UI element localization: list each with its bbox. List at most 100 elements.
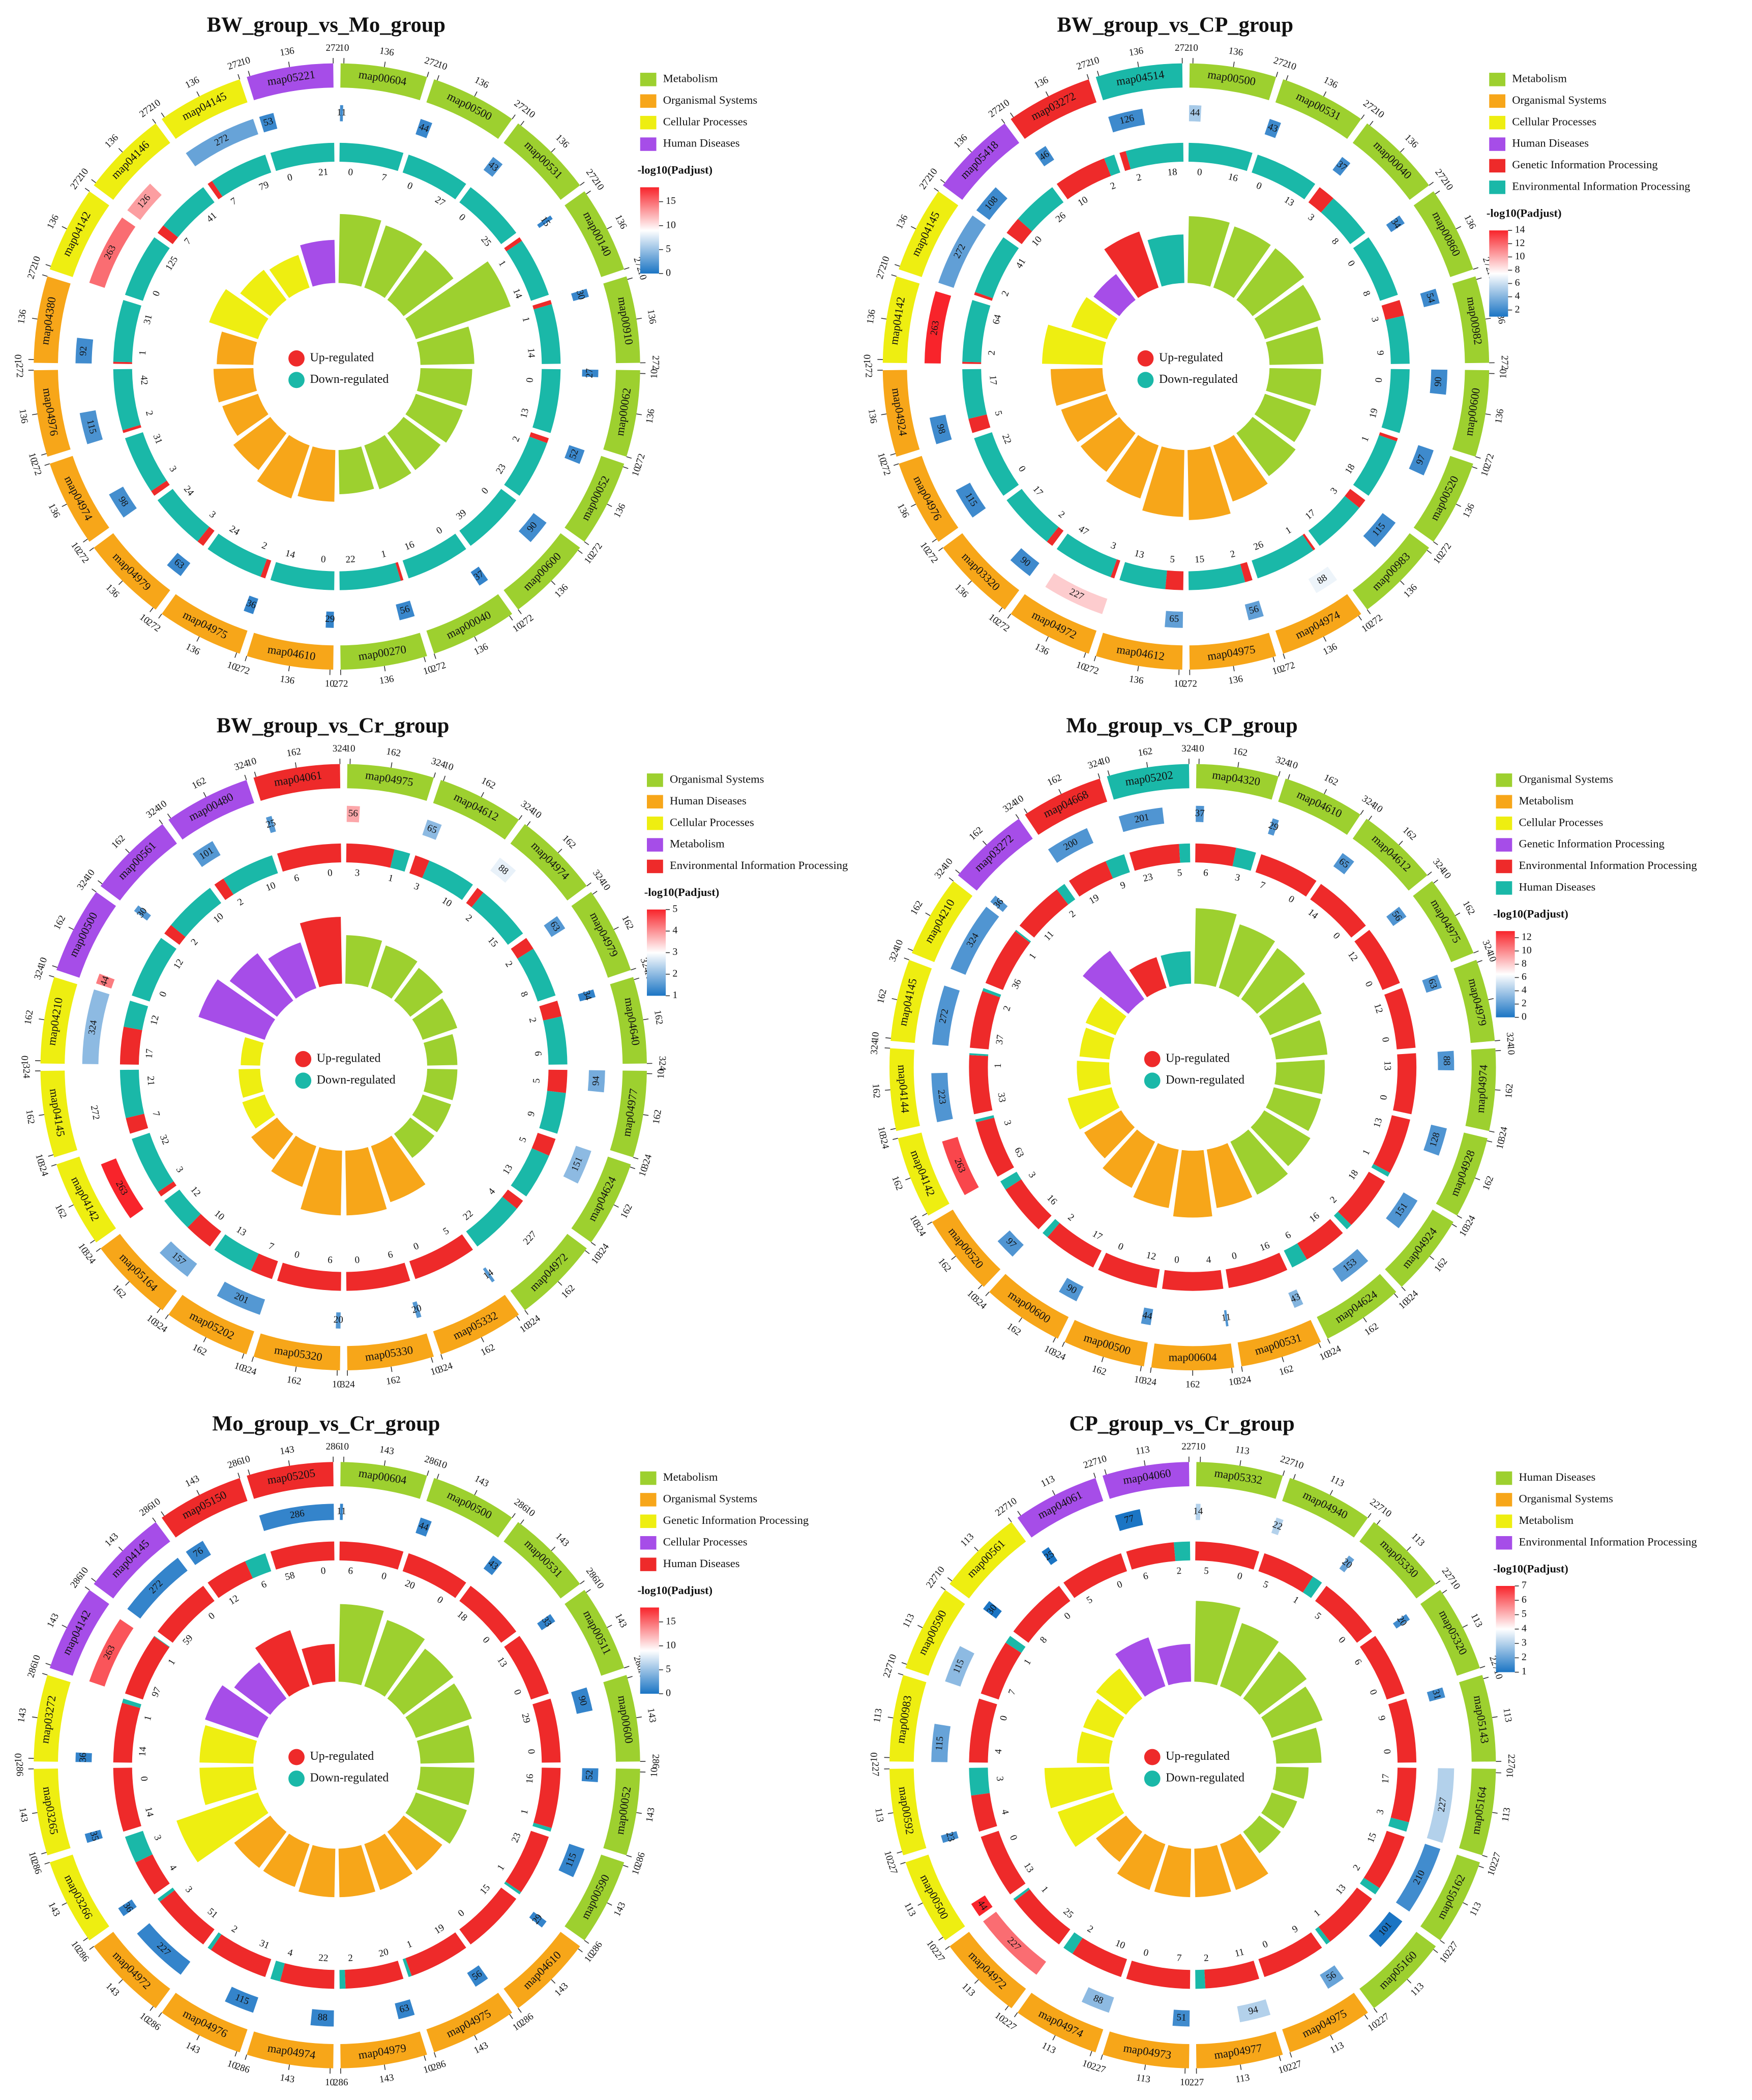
updown-dot [1144,1072,1161,1089]
ring-tick [1463,1902,1468,1906]
ring-tick [125,1281,130,1286]
ring-tick [1462,1624,1468,1628]
gene-count-box [1048,828,1094,863]
ring-tick-label: 113 [1500,1807,1512,1822]
category-band [571,1156,631,1243]
rich-bar [1272,1766,1309,1799]
category-band [247,63,334,101]
up-arc [1204,1961,1260,1989]
down-count-label: 0 [1378,1094,1389,1101]
rich-bar [1236,416,1296,476]
updown-label: Up-regulated [317,1052,381,1065]
ring-tick [623,1865,629,1868]
ring-tick [1369,121,1374,126]
category-band [610,977,647,1064]
category-band [1317,1274,1397,1339]
colorbar-tick-label: 10 [666,1639,676,1651]
ring-tick-label: 10 [1189,43,1199,53]
rich-bar [1271,1020,1328,1060]
down-arc [982,988,1001,998]
ring-tick [551,1546,556,1551]
down-count-label: 14 [284,548,296,561]
ring-tick-label: 162 [651,1109,664,1125]
ring-tick-label: 136 [895,502,911,520]
ring-tick-label: 136 [103,132,121,150]
category-band [1275,594,1361,654]
ring-tick [887,1812,894,1814]
ring-tick-label: 324 [340,1379,355,1390]
ring-tick [1015,814,1020,819]
up-arc [1019,889,1068,938]
colorbar-tick-label: 2 [1522,998,1527,1009]
down-arc [171,888,222,937]
colorbar-tick-label: 3 [1522,1637,1527,1648]
ring-tick [613,1204,619,1208]
gene-count-box [938,215,986,288]
rich-bar [1261,1792,1297,1828]
category-band [1017,1993,1104,2053]
colorbar-title: -log10(Padjust) [1493,908,1568,920]
gene-count-box [518,513,547,543]
ring-tick [1089,2051,1092,2057]
ring-tick-label: 10 [20,1056,31,1066]
ring-tick-label: 143 [552,1981,570,1998]
down-arc [471,892,523,945]
ring-tick [1282,1470,1285,1476]
gene-count-box [1427,1687,1445,1702]
ring-tick-label: 324 [657,1056,668,1071]
ring-tick-label: 136 [1402,582,1419,600]
down-arc [402,1958,412,1977]
colorbar-tick-label: 4 [672,925,677,936]
gene-count-label: 52 [584,1770,595,1780]
colorbar-tick-label: 2 [1515,304,1520,315]
ring-tick [922,1213,928,1216]
ring-tick-label: 10 [1494,1138,1507,1150]
ring-tick-label: 10 [1180,2077,1190,2088]
category-band [426,594,513,654]
up-count-label: 16 [1045,1193,1059,1207]
up-count-label: 0 [457,212,467,223]
ring-tick [630,1166,636,1169]
ring-tick-label: 10 [869,1752,879,1762]
up-arc [1126,1961,1191,1989]
ring-tick [1052,1337,1056,1343]
gene-count-box [82,1082,110,1145]
up-arc [346,843,395,868]
ring-tick-label: 136 [1128,45,1144,58]
ring-tick [1394,1293,1399,1298]
rich-bar [239,1068,264,1098]
up-arc [1063,1553,1127,1598]
down-arc [1119,562,1167,589]
down-count-label: 0 [1336,1635,1347,1645]
ring-tick-label: 136 [1129,674,1145,686]
down-arc [1232,848,1256,871]
rich-bar [338,1845,376,1898]
ring-tick [1323,91,1327,97]
down-count-label: 1 [1291,1594,1300,1606]
ring-tick-label: 162 [1090,1363,1108,1377]
ring-tick-label: 10 [339,43,349,53]
gene-count-label: 77 [1123,1513,1136,1525]
ring-tick-label: 272 [14,363,25,378]
up-arc [969,1698,997,1763]
up-arc [1310,884,1366,938]
gene-count-box [159,1241,197,1277]
down-arc [459,187,517,245]
ring-tick-label: 143 [378,2072,395,2085]
up-arc [1390,1767,1417,1822]
category-band [100,824,177,901]
ring-tick [1282,1357,1284,1362]
ring-tick [1009,112,1014,117]
updown-dot [288,1749,305,1765]
gene-count-label: 25 [264,818,277,831]
ring-tick [48,1154,54,1157]
chart-title: CP_group_vs_Cr_group [1069,1412,1294,1435]
category-band [1011,594,1097,654]
gene-count-box [259,113,278,133]
down-arc [154,1636,170,1647]
down-count-label: 2 [1065,1212,1076,1223]
ring-tick [1104,1469,1107,1475]
down-count-label: 24 [227,524,242,538]
up-arc [1068,861,1113,897]
ring-tick [998,607,1003,612]
